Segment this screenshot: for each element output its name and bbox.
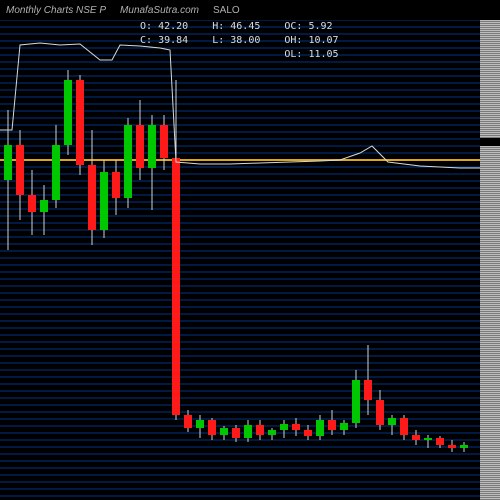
price-axis-strip	[480, 20, 500, 500]
chart-canvas[interactable]	[0, 20, 480, 500]
ol-cell: OL: 11.05	[284, 48, 338, 62]
close-cell: C: 39.84	[140, 34, 188, 48]
high-cell: H: 46.45	[212, 20, 260, 34]
chart-header: Monthly Charts NSE P MunafaSutra.com SAL…	[0, 0, 500, 20]
open-cell: O: 42.20	[140, 20, 188, 34]
oh-cell: OH: 10.07	[284, 34, 338, 48]
chart-symbol: SALO	[213, 5, 240, 16]
low-cell: L: 38.00	[212, 34, 260, 48]
stock-chart: Monthly Charts NSE P MunafaSutra.com SAL…	[0, 0, 500, 500]
chart-title: Monthly Charts NSE P	[6, 5, 106, 16]
chart-svg	[0, 20, 480, 500]
ohlc-panel: O: 42.20 H: 46.45 OC: 5.92 C: 39.84 L: 3…	[140, 20, 339, 62]
chart-source: MunafaSutra.com	[120, 5, 199, 16]
oc-cell: OC: 5.92	[284, 20, 338, 34]
axis-marker-gap	[480, 138, 500, 146]
